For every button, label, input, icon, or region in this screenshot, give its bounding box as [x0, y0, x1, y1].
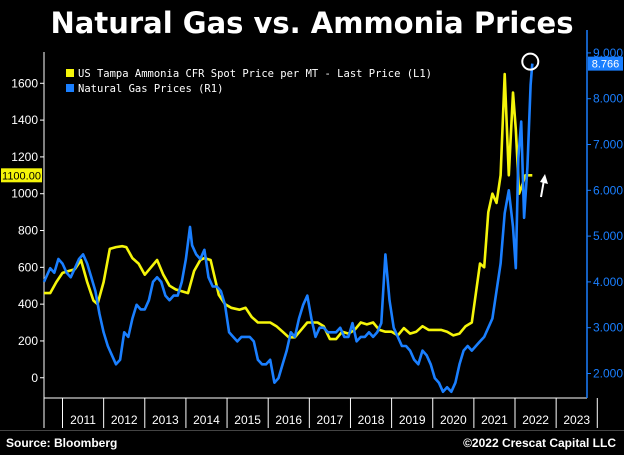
footer: Source: Bloomberg ©2022 Crescat Capital …	[0, 430, 624, 455]
x-tick-label-2011: 2011	[70, 413, 96, 427]
x-tick-label-2018: 2018	[358, 413, 385, 427]
source-label: Source: Bloomberg	[6, 436, 118, 450]
x-tick-label-2016: 2016	[275, 413, 302, 427]
x-tick-label-2017: 2017	[317, 413, 344, 427]
y-right-tick-label-2: 2.000	[593, 366, 623, 380]
y-left-tick-label-1600: 1600	[11, 76, 38, 90]
x-tick-label-2015: 2015	[234, 413, 261, 427]
legend-label-2: Natural Gas Prices (R1)	[78, 83, 223, 95]
highlight-circle	[521, 52, 540, 71]
y-right-tick-label-5: 5.000	[593, 229, 623, 243]
page-title: Natural Gas vs. Ammonia Prices	[50, 6, 574, 40]
y-right-tick-label-3: 3.000	[593, 321, 623, 335]
x-tick-label-2014: 2014	[193, 413, 220, 427]
gas-series-line	[42, 63, 534, 394]
ammonia-series-line	[44, 72, 533, 341]
x-tick-label-2023: 2023	[563, 413, 590, 427]
x-tick-label-2022: 2022	[522, 413, 549, 427]
x-tick-label-2013: 2013	[152, 413, 179, 427]
y-right-tick-label-8: 8.000	[593, 92, 623, 106]
y-left-tick-label-1200: 1200	[11, 150, 38, 164]
x-tick-label-2012: 2012	[111, 413, 138, 427]
chart: 2011 2012 2013 2014 2015 2016 2017 2018 2019 2020…	[1, 30, 623, 428]
up-arrow-head	[540, 174, 548, 184]
x-tick-label-2021: 2021	[481, 413, 508, 427]
right-last-value-tag	[588, 56, 623, 71]
y-right-tick-label-9: 9.000	[593, 46, 623, 60]
legend-swatch-1	[66, 69, 74, 77]
x-tick-label-2020: 2020	[440, 413, 467, 427]
y-left-tick-label-200: 200	[18, 334, 38, 348]
y-left-tick-label-400: 400	[18, 297, 38, 311]
right-last-value-label: 8.766	[592, 59, 620, 71]
x-tick-label-2019: 2019	[399, 413, 426, 427]
y-left-tick-label-1000: 1000	[11, 187, 38, 201]
y-left-tick-label-800: 800	[18, 224, 38, 238]
left-last-value-label: 1100.00	[2, 170, 41, 182]
y-left-tick-label-0: 0	[31, 371, 38, 385]
y-left-tick-label-1400: 1400	[11, 113, 38, 127]
legend-label-1: US Tampa Ammonia CFR Spot Price per MT -…	[78, 68, 432, 80]
left-last-value-tag	[1, 168, 42, 183]
y-right-tick-label-6: 6.000	[593, 183, 623, 197]
y-right-tick-label-7: 7.000	[593, 138, 623, 152]
y-right-tick-label-4: 4.000	[593, 275, 623, 289]
y-left-tick-label-600: 600	[18, 260, 38, 274]
legend-swatch-2	[66, 84, 74, 92]
copyright-label: ©2022 Crescat Capital LLC	[463, 436, 616, 450]
